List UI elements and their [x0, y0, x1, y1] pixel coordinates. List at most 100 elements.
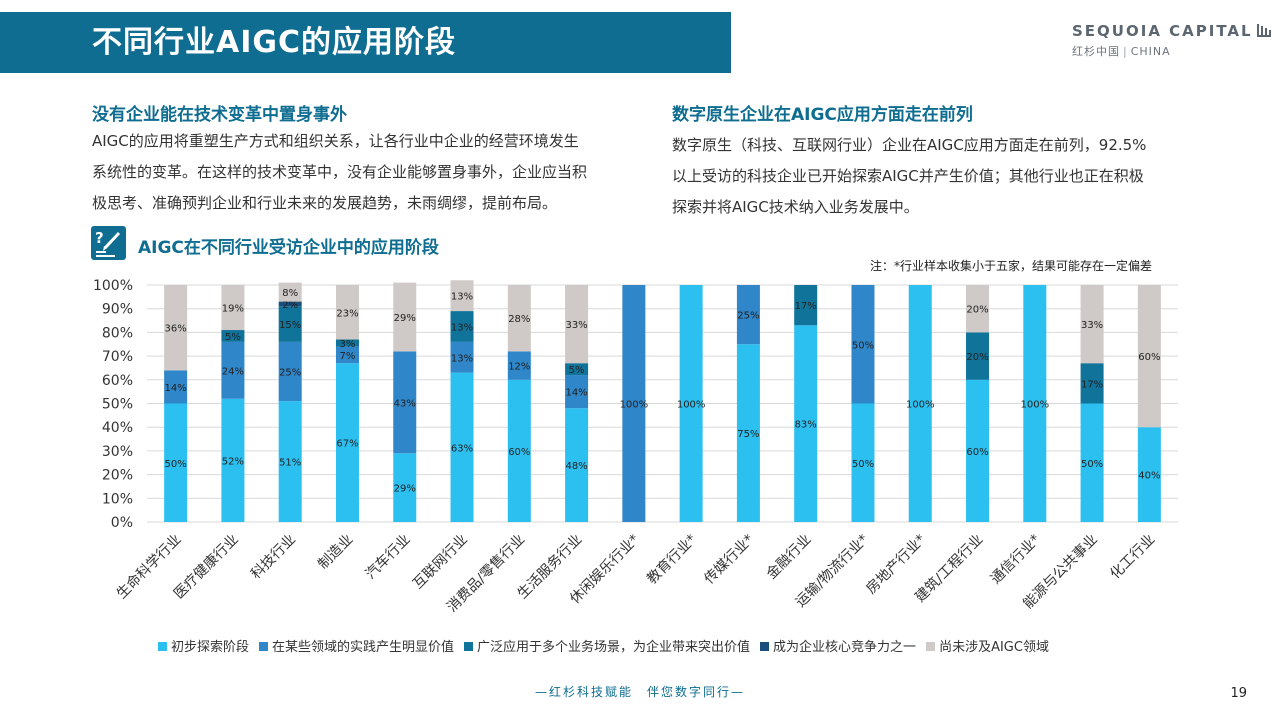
right-body-line: 数字原生（科技、互联网行业）企业在AIGC应用方面走在前列，92.5%	[672, 136, 1147, 154]
data-label: 100%	[620, 400, 649, 411]
legend-label: 初步探索阶段	[171, 640, 250, 655]
legend-label: 广泛应用于多个业务场景，为企业带来突出价值	[477, 640, 751, 655]
x-tick-label: 科技行业	[248, 532, 299, 583]
right-body-line: 以上受访的科技企业已开始探索AIGC并产生价值；其他行业也正在积极	[672, 167, 1144, 185]
bar-segment	[622, 285, 646, 522]
bar-segment	[1080, 285, 1104, 364]
y-tick-label: 0%	[111, 515, 133, 531]
legend-swatch	[464, 642, 474, 651]
data-label: 12%	[508, 362, 530, 373]
data-label: 13%	[451, 322, 473, 333]
bar-segment	[450, 341, 474, 373]
legend-swatch	[926, 642, 936, 651]
y-tick-label: 40%	[102, 420, 133, 436]
y-tick-label: 10%	[102, 491, 133, 507]
y-tick-label: 70%	[102, 349, 133, 365]
data-label: 8%	[282, 288, 298, 299]
bar-segment	[393, 453, 417, 522]
data-label: 7%	[340, 351, 356, 362]
data-label: 50%	[852, 459, 874, 470]
data-label: 50%	[165, 459, 187, 470]
bar-segment	[164, 403, 188, 522]
y-tick-label: 50%	[102, 397, 133, 413]
bar-segment	[278, 301, 302, 307]
left-body-line: 极思考、准确预判企业和行业未来的发展趋势，未雨绸缪，提前布局。	[92, 194, 558, 212]
data-label: 5%	[225, 332, 241, 343]
logo-sub-cn: 红杉中国	[1072, 45, 1120, 58]
data-label: 50%	[852, 340, 874, 351]
data-label: 100%	[677, 400, 706, 411]
bar-segment	[335, 339, 359, 347]
chart-edit-icon: ?	[91, 226, 126, 260]
data-label: 75%	[737, 429, 759, 440]
data-label: 5%	[569, 365, 585, 376]
data-label: 24%	[222, 366, 244, 377]
data-label: 67%	[336, 439, 358, 450]
bar-segment	[565, 408, 589, 522]
data-label: 3%	[340, 339, 356, 350]
legend-swatch	[259, 642, 269, 651]
y-tick-label: 100%	[93, 278, 133, 294]
data-label: 40%	[1138, 471, 1160, 482]
right-body-line: 探索并将AIGC技术纳入业务发展中。	[672, 198, 919, 216]
data-label: 14%	[565, 388, 587, 399]
bar-segment	[966, 285, 990, 333]
logo-sub-en: CHINA	[1130, 45, 1171, 58]
data-label: 36%	[165, 324, 187, 335]
bar-segment	[450, 311, 474, 342]
x-tick-label: 教育行业*	[644, 532, 700, 588]
left-section-heading: 没有企业能在技术变革中置身事外	[92, 105, 347, 125]
title-bar	[0, 12, 731, 73]
bar-segment	[1080, 363, 1104, 404]
bar-segment	[507, 351, 531, 380]
data-label: 51%	[279, 458, 301, 469]
y-tick-label: 90%	[102, 302, 133, 318]
bar-segment	[1137, 427, 1161, 522]
bar-segment	[450, 280, 474, 312]
bar-segment	[1023, 285, 1047, 522]
legend-item: 尚未涉及AIGC领域	[926, 636, 1049, 655]
right-section-body: 数字原生（科技、互联网行业）企业在AIGC应用方面走在前列，92.5% 以上受访…	[672, 130, 1192, 223]
bar-segment	[1080, 403, 1104, 522]
bar-segment	[278, 401, 302, 522]
bar-segment	[507, 285, 531, 352]
bar-segment	[393, 282, 417, 352]
legend-swatch	[760, 642, 770, 651]
data-label: 17%	[795, 301, 817, 312]
legend-label: 尚未涉及AIGC领域	[939, 640, 1049, 655]
x-tick-label: 通信行业*	[988, 532, 1044, 588]
page-title: 不同行业AIGC的应用阶段	[92, 25, 457, 60]
x-tick-label: 互联网行业	[410, 532, 471, 593]
footer-slogan: —红杉科技赋能 伴您数字同行—	[534, 685, 745, 699]
legend-swatch	[158, 642, 167, 651]
right-section-heading: 数字原生企业在AIGC应用方面走在前列	[672, 105, 973, 125]
legend-item: 在某些领域的实践产生明显价值	[259, 636, 454, 655]
logo-separator: |	[1123, 45, 1128, 58]
bar-segment	[450, 372, 474, 522]
left-body-line: AIGC的应用将重塑生产方式和组织关系，让各行业中企业的经营环境发生	[92, 132, 579, 150]
data-label: 28%	[508, 314, 530, 325]
data-label: 33%	[565, 320, 587, 331]
y-tick-label: 80%	[102, 325, 133, 341]
bar-segment	[335, 363, 359, 522]
legend-item: 成为企业核心竞争力之一	[760, 636, 916, 655]
data-label: 63%	[451, 443, 473, 454]
bar-segment	[565, 375, 589, 409]
legend-label: 成为企业核心竞争力之一	[773, 640, 917, 655]
bar-segment	[335, 346, 359, 364]
bar-segment	[794, 325, 818, 522]
x-tick-label: 汽车行业	[362, 531, 414, 583]
svg-text:?: ?	[95, 229, 104, 247]
left-body-line: 系统性的变革。在这样的技术变革中，没有企业能够置身事外，企业应当积	[92, 163, 588, 181]
legend-item: 广泛应用于多个业务场景，为企业带来突出价值	[464, 636, 750, 655]
bar-segment	[851, 285, 875, 404]
sequoia-logo: SEQUOIA CAPITAL 红杉中国 | CHINA	[1072, 22, 1271, 59]
logo-mark-icon	[1256, 24, 1271, 37]
bar-segment	[565, 285, 589, 364]
data-label: 20%	[966, 305, 988, 316]
left-section-body: AIGC的应用将重塑生产方式和组织关系，让各行业中企业的经营环境发生 系统性的变…	[92, 126, 652, 219]
data-label: 33%	[1081, 320, 1103, 331]
bar-segment	[335, 285, 359, 340]
data-label: 14%	[165, 383, 187, 394]
